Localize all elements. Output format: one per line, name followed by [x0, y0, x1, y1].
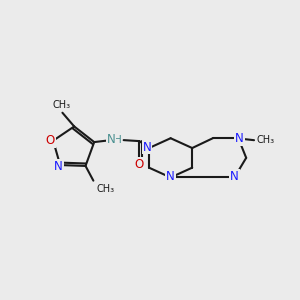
- Text: N: N: [230, 170, 239, 183]
- Text: N: N: [166, 170, 175, 183]
- Text: N: N: [143, 141, 152, 154]
- Text: CH₃: CH₃: [96, 184, 114, 194]
- Text: H: H: [114, 135, 122, 145]
- Text: N: N: [106, 133, 115, 146]
- Text: O: O: [135, 158, 144, 171]
- Text: O: O: [46, 134, 55, 147]
- Text: N: N: [235, 132, 244, 145]
- Text: CH₃: CH₃: [52, 100, 70, 110]
- Text: CH₃: CH₃: [256, 135, 274, 145]
- Text: N: N: [54, 160, 63, 172]
